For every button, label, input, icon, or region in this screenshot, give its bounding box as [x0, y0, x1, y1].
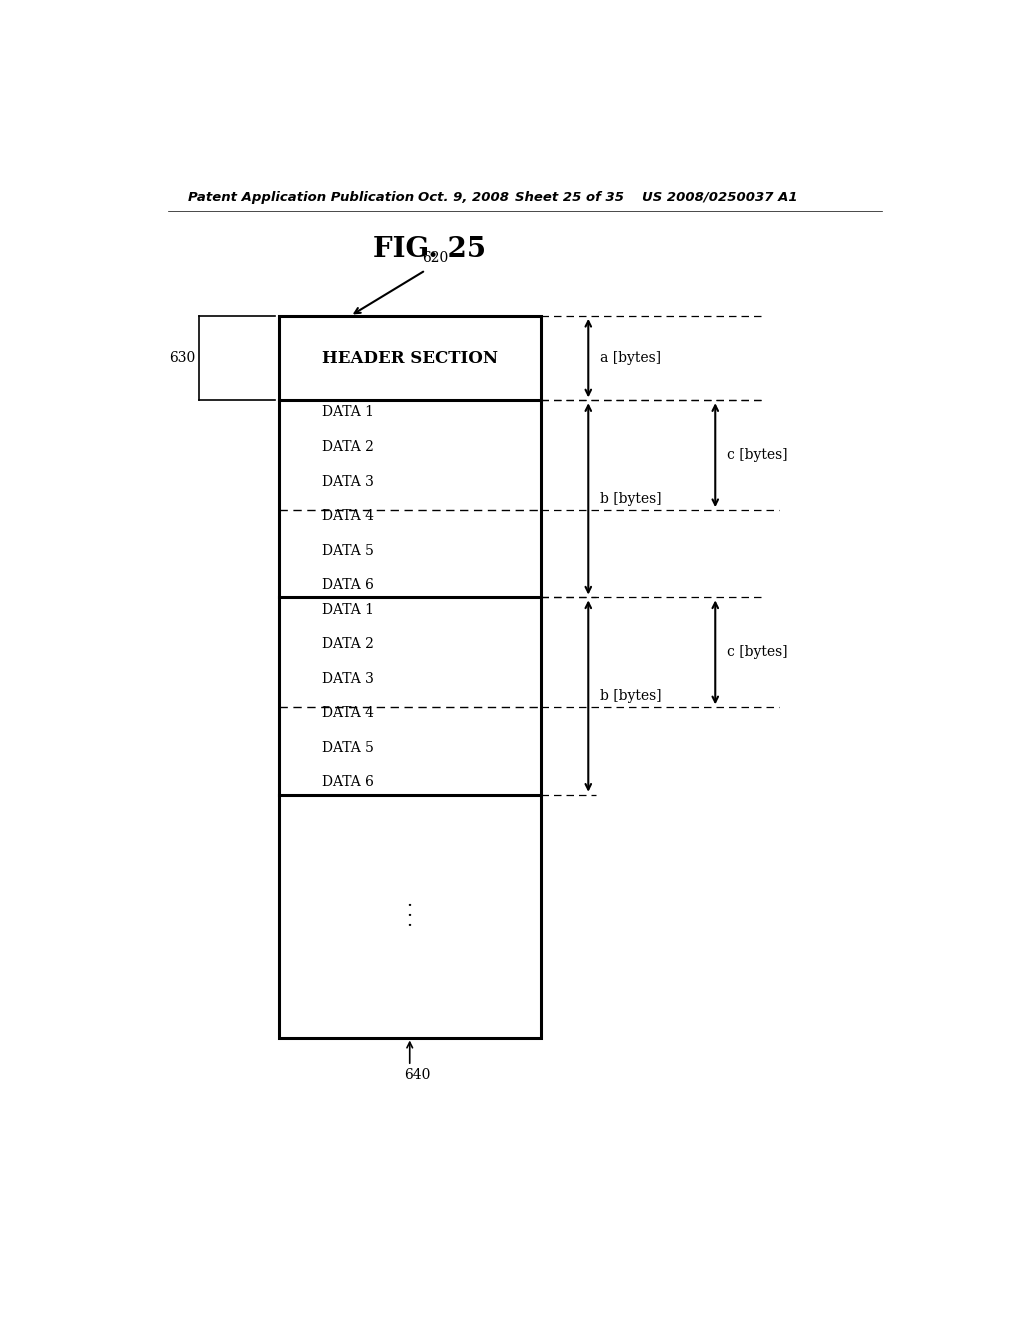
Text: Oct. 9, 2008: Oct. 9, 2008	[418, 190, 509, 203]
Text: ·: ·	[407, 898, 413, 915]
Text: DATA 5: DATA 5	[323, 741, 375, 755]
Text: DATA 3: DATA 3	[323, 672, 375, 686]
Text: DATA 1: DATA 1	[323, 603, 375, 616]
Text: DATA 6: DATA 6	[323, 775, 375, 789]
Text: US 2008/0250037 A1: US 2008/0250037 A1	[642, 190, 798, 203]
Text: Sheet 25 of 35: Sheet 25 of 35	[515, 190, 625, 203]
Text: 630: 630	[169, 351, 196, 366]
Text: c [bytes]: c [bytes]	[727, 449, 787, 462]
Text: DATA 2: DATA 2	[323, 440, 375, 454]
Text: DATA 4: DATA 4	[323, 510, 375, 523]
Text: a [bytes]: a [bytes]	[600, 351, 662, 366]
Text: FIG. 25: FIG. 25	[373, 236, 486, 264]
Text: DATA 1: DATA 1	[323, 405, 375, 420]
Bar	[279, 315, 541, 1038]
Text: DATA 4: DATA 4	[323, 706, 375, 721]
Text: b [bytes]: b [bytes]	[600, 689, 662, 704]
Text: ·: ·	[407, 917, 413, 936]
Text: ·: ·	[407, 907, 413, 925]
Text: 620: 620	[422, 251, 447, 265]
Text: Patent Application Publication: Patent Application Publication	[187, 190, 414, 203]
Text: DATA 3: DATA 3	[323, 475, 375, 488]
Text: DATA 2: DATA 2	[323, 638, 375, 651]
Text: DATA 5: DATA 5	[323, 544, 375, 558]
Text: c [bytes]: c [bytes]	[727, 645, 787, 660]
Text: HEADER SECTION: HEADER SECTION	[322, 350, 498, 367]
Text: b [bytes]: b [bytes]	[600, 492, 662, 506]
Text: 640: 640	[404, 1068, 431, 1082]
Text: DATA 6: DATA 6	[323, 578, 375, 593]
